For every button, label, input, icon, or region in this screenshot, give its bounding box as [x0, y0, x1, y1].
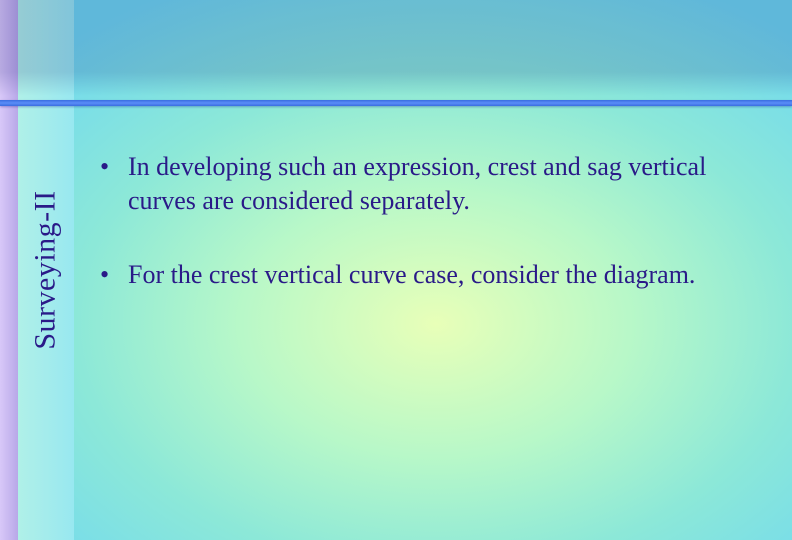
bullet-dot-icon: •	[100, 258, 128, 292]
slide: Surveying-II • In developing such an exp…	[0, 0, 792, 540]
bullet-dot-icon: •	[100, 150, 128, 184]
bullet-item: • For the crest vertical curve case, con…	[100, 258, 750, 292]
bullet-item: • In developing such an expression, cres…	[100, 150, 750, 218]
horizontal-divider	[0, 100, 792, 106]
content-area: • In developing such an expression, cres…	[100, 150, 750, 332]
sidebar-label-wrap: Surveying-II	[18, 0, 74, 540]
title-band	[0, 0, 792, 96]
sidebar-label: Surveying-II	[29, 190, 63, 349]
bullet-text: In developing such an expression, crest …	[128, 150, 750, 218]
bullet-text: For the crest vertical curve case, consi…	[128, 258, 695, 292]
